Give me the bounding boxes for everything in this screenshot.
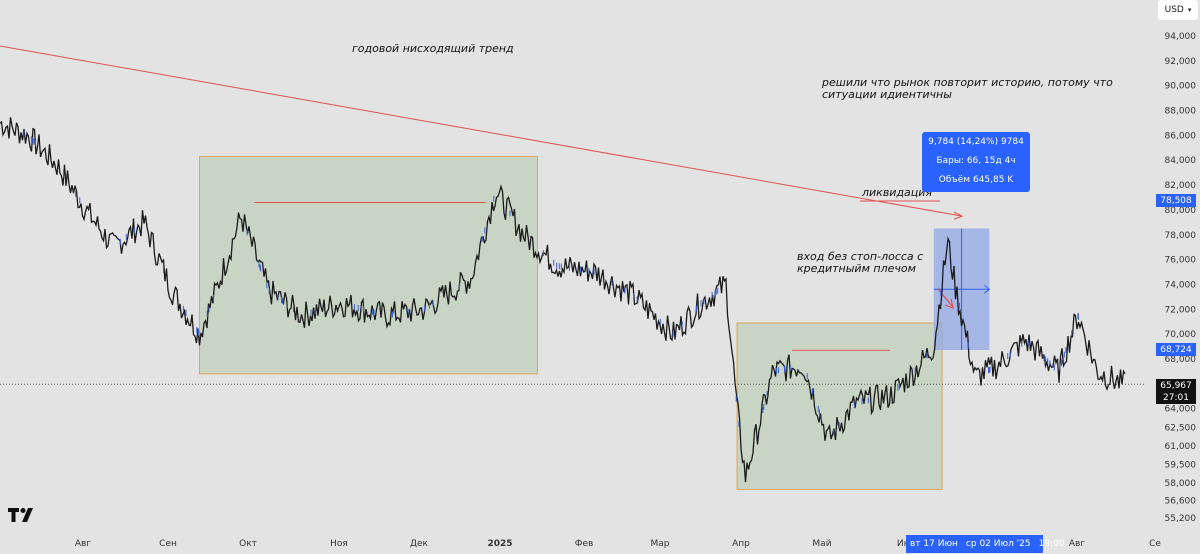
y-tick-label: 78,000: [1165, 231, 1197, 241]
y-tick-label: 88,000: [1165, 107, 1197, 117]
y-tick-label: 64,000: [1165, 405, 1197, 415]
y-tick-label: 80,000: [1165, 206, 1197, 216]
time-range-label: вт 17 Июн ср 02 Июл '25 19:00: [906, 535, 1065, 553]
range-box: [736, 322, 943, 490]
annotation-liquidation: ликвидация: [861, 186, 932, 199]
annotation-entry: кредитныйм плечом: [797, 262, 916, 275]
measure-volume: Объём 645,85 K: [938, 175, 1014, 185]
y-tick-label: 76,000: [1165, 256, 1197, 266]
x-tick-label: Апр: [732, 539, 750, 549]
x-tick-label: Май: [812, 539, 831, 549]
y-tick-label: 55,200: [1165, 514, 1197, 524]
y-tick-label: 61,000: [1165, 442, 1197, 452]
range-end: ср 02 Июл '25: [965, 539, 1031, 549]
y-tick-label: 56,600: [1165, 497, 1197, 507]
measure-change: 9,784 (14,24%) 9784: [928, 137, 1024, 147]
trend-arrow-icon: [953, 211, 964, 220]
y-tick-label: 94,000: [1165, 32, 1197, 42]
y-tick-label: 90,000: [1165, 82, 1197, 92]
x-tick-label: Се: [1149, 539, 1161, 549]
annotation-entry: вход без стоп-лосса с: [797, 250, 923, 263]
measure-arrow-icon: [984, 284, 991, 294]
x-tick-label: Авг: [75, 539, 91, 549]
x-tick-label: Дек: [410, 539, 429, 549]
y-tick-label: 86,000: [1165, 131, 1197, 141]
y-tick-label: 62,500: [1165, 423, 1197, 433]
y-tick-label: 59,500: [1165, 461, 1197, 471]
price-axis[interactable]: [1145, 0, 1200, 554]
measure-bars: Бары: 66, 15д 4ч: [936, 156, 1016, 166]
y-tick-label: 70,000: [1165, 330, 1197, 340]
annotation-history: ситуации идиентичны: [822, 88, 952, 101]
y-tick-label: 72,000: [1165, 305, 1197, 315]
x-tick-label: Авг: [1069, 539, 1085, 549]
y-tick-label: 58,000: [1165, 479, 1197, 489]
range-time: 19:00: [1038, 539, 1065, 549]
price-tag-lower: 68,724: [1156, 343, 1196, 356]
x-tick-label: Мар: [651, 539, 670, 549]
y-tick-label: 84,000: [1165, 156, 1197, 166]
price-tag-current: 65,967: [1156, 379, 1196, 392]
countdown-tag: 27:01: [1156, 391, 1196, 404]
y-tick-label: 92,000: [1165, 57, 1197, 67]
x-tick-label: Ноя: [330, 539, 348, 549]
currency-label: USD: [1164, 5, 1184, 15]
price-tag-upper: 78,508: [1156, 194, 1196, 207]
currency-selector[interactable]: USD ▾: [1158, 0, 1198, 20]
trend-line: [0, 45, 963, 217]
chevron-down-icon: ▾: [1187, 6, 1192, 14]
x-tick-label: Окт: [239, 539, 257, 549]
price-series-line: [0, 117, 1126, 483]
x-tick-label: Фев: [575, 539, 594, 549]
y-tick-label: 68,000: [1165, 355, 1197, 365]
range-start: вт 17 Июн: [910, 539, 958, 549]
measure-tooltip: 9,784 (14,24%) 9784 Бары: 66, 15д 4ч Объ…: [922, 132, 1030, 192]
entry-arrow-icon: [944, 298, 954, 309]
annotation-history: решили что рынок повторит историю, потом…: [821, 76, 1113, 89]
tradingview-logo-icon: [8, 508, 33, 522]
y-tick-label: 74,000: [1165, 280, 1197, 290]
range-box: [199, 156, 539, 375]
x-tick-label: Сен: [159, 539, 177, 549]
x-tick-label: 2025: [487, 539, 512, 549]
annotation-trend: годовой нисходящий тренд: [352, 42, 514, 55]
y-tick-label: 82,000: [1165, 181, 1197, 191]
